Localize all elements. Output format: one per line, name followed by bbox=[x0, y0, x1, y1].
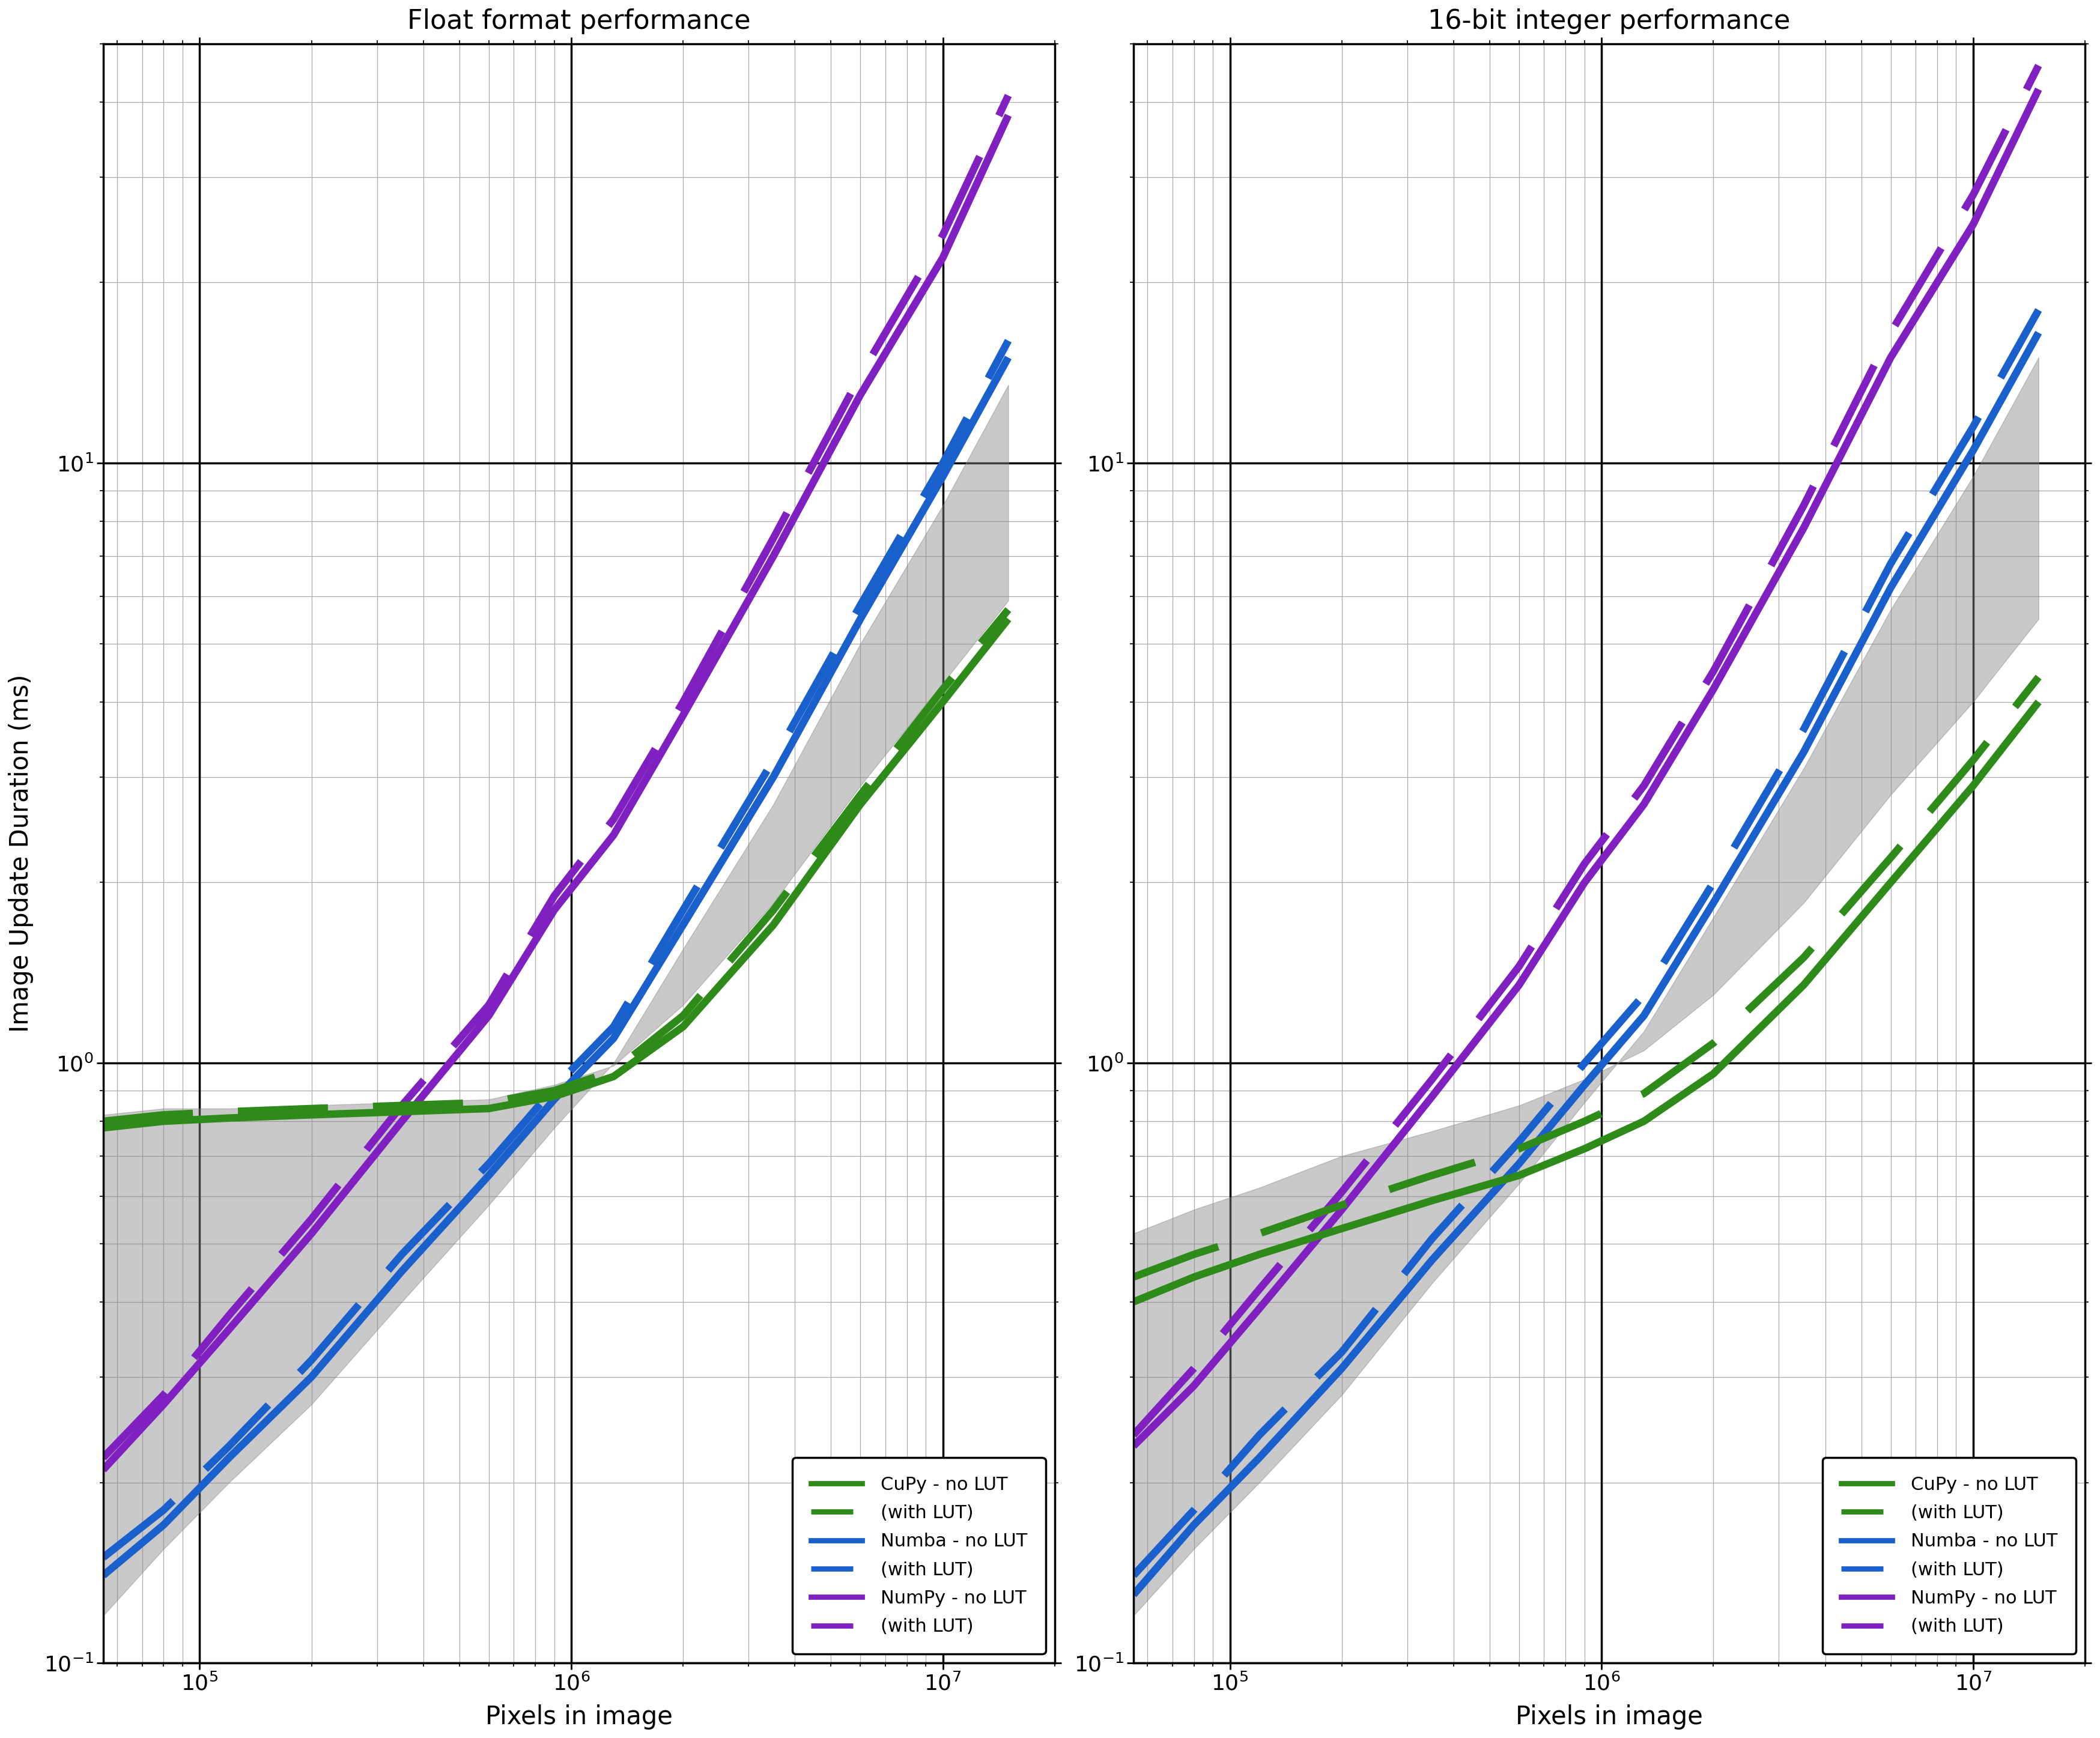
X-axis label: Pixels in image: Pixels in image bbox=[485, 1705, 672, 1729]
Legend: CuPy - no LUT, (with LUT), Numba - no LUT, (with LUT), NumPy - no LUT, (with LUT: CuPy - no LUT, (with LUT), Numba - no LU… bbox=[1823, 1458, 2075, 1655]
Y-axis label: Image Update Duration (ms): Image Update Duration (ms) bbox=[8, 674, 34, 1032]
Legend: CuPy - no LUT, (with LUT), Numba - no LUT, (with LUT), NumPy - no LUT, (with LUT: CuPy - no LUT, (with LUT), Numba - no LU… bbox=[792, 1458, 1046, 1655]
X-axis label: Pixels in image: Pixels in image bbox=[1516, 1705, 1703, 1729]
Title: Float format performance: Float format performance bbox=[407, 9, 750, 35]
Title: 16-bit integer performance: 16-bit integer performance bbox=[1428, 9, 1791, 35]
